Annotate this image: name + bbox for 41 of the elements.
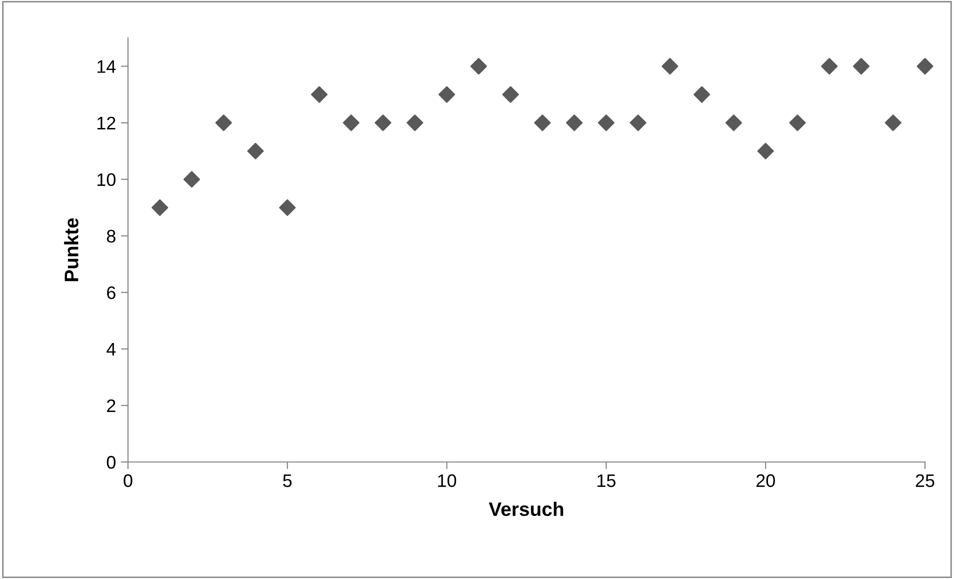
point [757,142,774,160]
y-tick-label: 2 [107,399,116,412]
point [852,58,870,75]
y-tick-label: 6 [107,286,116,300]
point [566,114,583,132]
point [630,114,646,132]
point [470,58,487,75]
point [215,114,232,132]
point [279,199,296,216]
y-tick-label: 12 [97,116,116,130]
x-tick-label: 20 [756,474,775,488]
point [916,58,934,75]
point [152,199,168,216]
point [789,114,806,132]
point [406,114,424,132]
point [534,114,551,132]
point [183,171,200,188]
x-axis-title: Versuch [488,502,564,516]
point [725,114,742,132]
x-tick-label: 10 [438,474,456,488]
point [502,86,519,103]
point [247,142,264,160]
y-axis-title: Punkte [64,218,78,282]
point [821,58,838,75]
point [438,86,456,103]
x-tick-label: 15 [598,474,616,488]
y-tick-label: 14 [97,60,116,73]
point [662,58,678,75]
y-tick-label: 10 [97,173,116,186]
y-tick-label: 4 [106,343,116,356]
x-tick-label: 5 [283,474,292,488]
x-tick-label: 0 [124,474,132,488]
point [342,114,360,132]
point [598,114,614,132]
point [884,114,902,132]
x-tick-label: 25 [916,474,934,488]
point [310,86,328,103]
point [694,86,710,103]
point [374,114,392,132]
y-tick-label: 8 [106,230,116,243]
y-tick-label: 0 [106,456,116,469]
